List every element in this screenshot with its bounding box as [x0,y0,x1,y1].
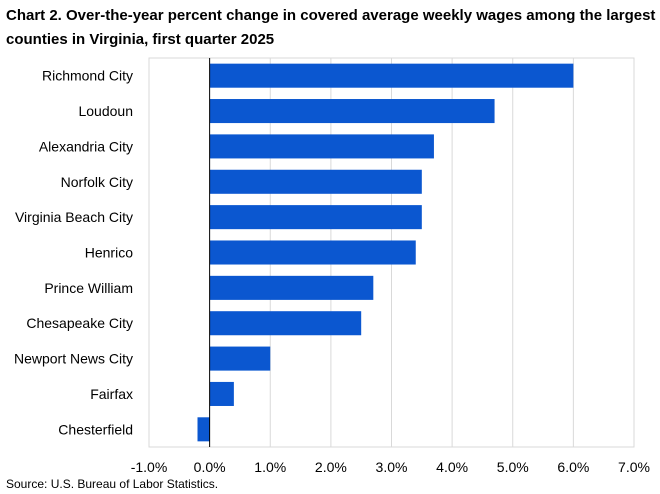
category-label: Richmond City [42,68,133,84]
category-label: Newport News City [14,351,133,367]
category-label: Henrico [85,245,133,261]
bar [209,134,434,159]
bar [209,240,416,265]
source-note: Source: U.S. Bureau of Labor Statistics. [6,477,219,491]
category-label: Chesterfield [58,421,133,437]
chart-title: Chart 2. Over-the-year percent change in… [6,7,656,48]
x-tick-label: -1.0% [131,459,168,475]
category-label: Prince William [44,280,133,296]
category-label: Virginia Beach City [15,209,133,225]
bar [209,381,234,406]
category-label: Norfolk City [61,174,133,190]
x-tick-label: 1.0% [254,459,286,475]
bar [209,275,374,300]
bar [209,63,574,88]
x-tick-labels: -1.0% 0.0% 1.0% 2.0% 3.0% 4.0% 5.0% 6.0% 7.0% [131,459,650,475]
x-tick-label: 2.0% [315,459,347,475]
x-tick-label: 5.0% [497,459,529,475]
bars [197,63,574,442]
category-label: Alexandria City [39,138,133,154]
bar [197,417,210,442]
bar [209,346,271,371]
category-label: Chesapeake City [26,315,133,331]
x-tick-label: 3.0% [376,459,408,475]
bar [209,311,362,336]
bar [209,99,495,124]
category-labels: Richmond City Loudoun Alexandria City Norfo… [14,68,133,438]
x-tick-label: 4.0% [436,459,468,475]
bar [209,205,422,230]
x-tick-label: 6.0% [557,459,589,475]
bar [209,169,422,194]
x-tick-label: 7.0% [618,459,650,475]
category-label: Fairfax [90,386,133,402]
x-tick-label: 0.0% [194,459,226,475]
category-label: Loudoun [78,103,133,119]
